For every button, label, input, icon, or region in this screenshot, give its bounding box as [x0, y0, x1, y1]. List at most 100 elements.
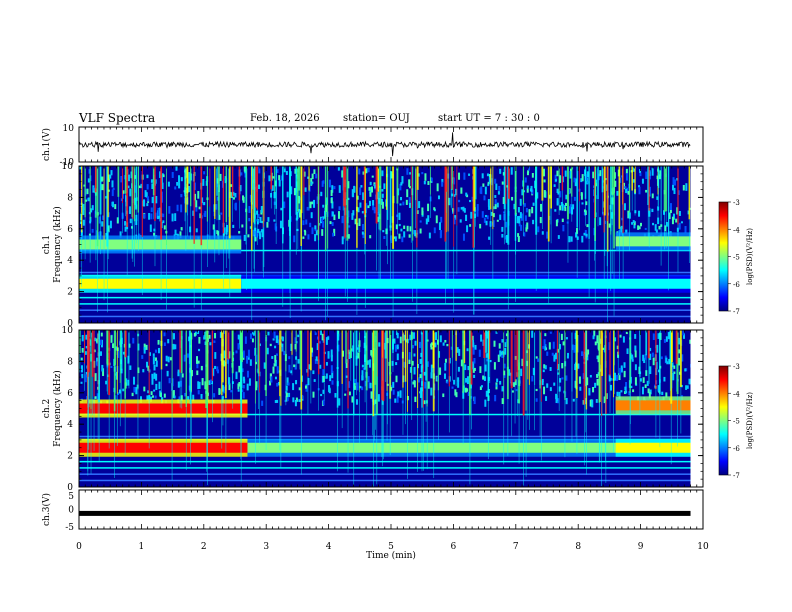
noise-speck	[602, 211, 605, 216]
noise-speck	[94, 373, 97, 382]
noise-speck	[348, 381, 351, 388]
noise-speck	[107, 189, 110, 192]
noise-speck	[472, 342, 475, 348]
noise-speck	[565, 337, 568, 340]
noise-speck	[368, 200, 371, 207]
noise-speck	[473, 396, 476, 405]
noise-speck	[208, 380, 211, 385]
noise-speck	[115, 371, 118, 380]
noise-speck	[644, 354, 647, 360]
noise-speck	[239, 185, 242, 192]
noise-speck	[370, 391, 373, 399]
noise-speck	[594, 341, 597, 346]
noise-speck	[257, 213, 260, 218]
noise-speck	[486, 173, 489, 177]
noise-speck	[524, 177, 527, 183]
noise-speck	[620, 225, 623, 229]
noise-speck	[209, 342, 212, 346]
noise-speck	[421, 172, 424, 175]
noise-speck	[494, 178, 497, 184]
noise-speck	[322, 221, 325, 228]
noise-speck	[117, 392, 120, 396]
noise-speck	[185, 187, 188, 194]
noise-speck	[633, 167, 636, 172]
noise-speck	[352, 210, 355, 216]
colorbar-tick-label: -7	[733, 308, 740, 316]
noise-speck	[367, 205, 370, 209]
noise-speck	[266, 222, 269, 228]
noise-speck	[321, 333, 324, 341]
noise-speck	[329, 221, 332, 225]
noise-speck	[87, 197, 90, 202]
noise-speck	[314, 234, 317, 242]
noise-speck	[652, 333, 655, 340]
noise-speck	[633, 221, 636, 226]
noise-speck	[361, 364, 364, 368]
noise-speck	[142, 369, 145, 373]
noise-speck	[581, 174, 584, 182]
noise-speck	[530, 185, 533, 193]
noise-speck	[85, 199, 88, 202]
noise-speck	[439, 230, 442, 239]
noise-speck	[276, 335, 279, 344]
noise-speck	[467, 366, 470, 371]
noise-speck	[573, 344, 576, 353]
noise-speck	[178, 182, 181, 189]
noise-speck	[184, 392, 187, 397]
noise-speck	[174, 186, 177, 190]
noise-speck	[120, 198, 123, 202]
noise-speck	[280, 207, 283, 211]
noise-speck	[218, 389, 221, 394]
noise-speck	[531, 375, 534, 382]
noise-speck	[642, 377, 645, 383]
noise-speck	[543, 168, 546, 177]
noise-speck	[405, 199, 408, 205]
noise-speck	[433, 227, 436, 234]
noise-speck	[177, 381, 180, 388]
noise-speck	[217, 231, 220, 239]
noise-speck	[549, 387, 552, 392]
noise-speck	[493, 206, 496, 210]
noise-speck	[145, 344, 148, 350]
noise-speck	[91, 205, 94, 211]
noise-speck	[597, 355, 600, 363]
noise-speck	[441, 178, 444, 183]
noise-speck	[526, 360, 529, 367]
noise-speck	[152, 353, 155, 357]
band-core	[79, 278, 242, 289]
noise-speck	[395, 362, 398, 366]
noise-speck	[498, 185, 501, 191]
noise-speck	[586, 224, 589, 228]
noise-speck	[616, 374, 619, 381]
noise-speck	[255, 387, 258, 391]
noise-speck	[329, 375, 332, 382]
noise-speck	[493, 340, 496, 347]
noise-speck	[409, 186, 412, 189]
noise-speck	[499, 380, 502, 385]
noise-speck	[655, 361, 658, 370]
noise-speck	[521, 189, 524, 196]
noise-speck	[81, 348, 84, 353]
noise-speck	[208, 334, 211, 339]
noise-speck	[276, 382, 279, 387]
noise-speck	[651, 193, 654, 199]
noise-speck	[246, 383, 249, 391]
noise-speck	[127, 174, 130, 182]
noise-speck	[487, 183, 490, 187]
carrier-line	[79, 467, 691, 469]
noise-speck	[338, 398, 341, 406]
noise-speck	[426, 361, 429, 367]
y-tick-label: 8	[67, 357, 73, 367]
noise-speck	[466, 348, 469, 352]
noise-speck	[543, 179, 546, 183]
noise-speck	[574, 178, 577, 187]
noise-speck	[203, 331, 206, 340]
noise-speck	[473, 367, 476, 371]
noise-speck	[412, 332, 415, 339]
noise-speck	[506, 185, 509, 188]
noise-speck	[293, 364, 296, 368]
station-label: station= OUJ	[343, 113, 410, 124]
noise-speck	[137, 367, 140, 374]
noise-speck	[563, 205, 566, 208]
y-axis-label-spec1: Frequency (kHz)	[52, 206, 63, 283]
